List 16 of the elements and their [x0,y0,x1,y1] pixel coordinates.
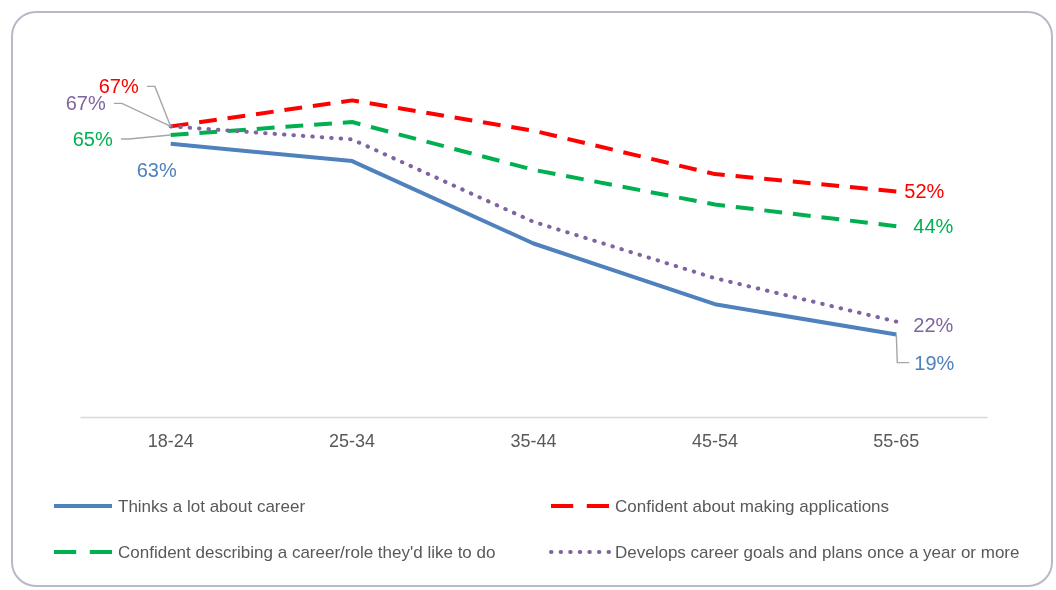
x-tick-label: 35-44 [510,430,557,451]
x-tick-label: 18-24 [147,430,194,451]
data-label: 67% [65,92,106,115]
legend-label: Develops career goals and plans once a year or more [615,542,1020,562]
data-label: 65% [72,128,113,151]
data-label: 52% [904,180,945,203]
x-tick-label: 55-65 [873,430,920,451]
data-label: 19% [914,351,955,374]
x-tick-label: 45-54 [691,430,738,451]
data-label: 63% [136,158,177,181]
legend-label: Confident describing a career/role they'd like to do [118,542,496,562]
legend-label: Confident about making applications [615,496,890,516]
data-label: 22% [913,313,954,336]
x-tick-label: 25-34 [329,430,376,451]
legend-label: Thinks a lot about career [118,496,306,516]
data-label: 44% [913,215,954,238]
